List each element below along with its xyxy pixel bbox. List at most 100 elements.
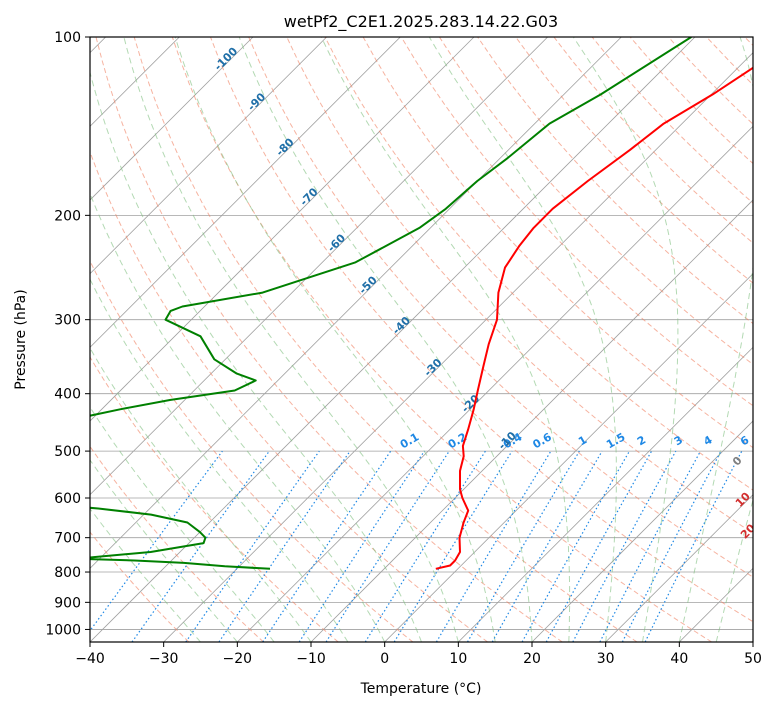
mixing-ratio-line xyxy=(298,450,425,642)
moist-adiabat xyxy=(572,37,679,642)
moist-adiabat xyxy=(90,192,386,642)
dry-adiabat xyxy=(553,37,753,244)
dry-adiabat xyxy=(210,37,753,623)
x-tick-label: −10 xyxy=(296,651,326,667)
isotherm-label: -70 xyxy=(297,185,320,208)
moist-adiabat xyxy=(715,497,753,642)
mixing-ratio-line xyxy=(466,450,580,642)
moist-adiabat xyxy=(174,37,496,642)
dry-adiabat xyxy=(400,37,753,407)
y-tick-label: 100 xyxy=(54,30,81,46)
mixing-ratio-label: 8 xyxy=(768,433,775,448)
mixing-ratio-line xyxy=(545,450,653,642)
dry-adiabat xyxy=(706,37,753,86)
mixing-ratio-label: 2 xyxy=(635,433,648,448)
mixing-ratio-line xyxy=(218,450,351,642)
isotherm-line xyxy=(90,37,327,275)
plot-area: 0.10.20.40.611.52346810131620253036-100-… xyxy=(90,37,775,642)
y-tick-label: 500 xyxy=(54,444,81,460)
isotherm-line xyxy=(605,494,753,642)
mixing-ratio-label: 0.6 xyxy=(530,430,554,451)
dry-adiabat xyxy=(515,37,753,284)
mixing-ratio-label: 1.5 xyxy=(604,430,627,451)
moist-adiabat xyxy=(90,347,312,642)
isotherm-label: -60 xyxy=(325,231,348,254)
isotherm-line xyxy=(384,273,753,642)
y-tick-label: 400 xyxy=(54,387,81,403)
x-axis: −40 −30 −20 −10 0 10 20 30 40 50 xyxy=(75,642,762,667)
x-tick-label: 40 xyxy=(670,651,688,667)
mixing-ratio-label: 0.2 xyxy=(446,430,469,451)
mixing-ratio-line xyxy=(90,450,223,632)
moist-adiabat xyxy=(428,37,617,642)
dry-adiabat xyxy=(90,445,264,642)
isotherm-line xyxy=(90,37,254,201)
x-tick-label: −20 xyxy=(223,651,253,667)
y-axis: 100 200 300 400 500 600 700 800 900 1000 xyxy=(45,30,90,638)
x-axis-label: Temperature (°C) xyxy=(360,681,482,697)
y-tick-label: 1000 xyxy=(45,622,81,638)
mixing-ratio-line xyxy=(621,450,722,642)
moist-adiabat xyxy=(90,70,422,642)
isotherm-line xyxy=(237,125,753,642)
mixing-ratio-line xyxy=(262,450,392,642)
chart-title: wetPf2_C2E1.2025.283.14.22.G03 xyxy=(284,12,558,32)
dry-adiabat xyxy=(95,37,563,642)
dry-adiabat xyxy=(248,37,753,578)
moist-adiabat xyxy=(90,459,238,642)
y-tick-label: 300 xyxy=(54,313,81,329)
x-tick-label: 30 xyxy=(597,651,615,667)
moist-adiabat-label: 20 xyxy=(738,521,758,541)
isotherm-label: -30 xyxy=(421,356,444,379)
moist-adiabat xyxy=(90,507,201,642)
y-tick-label: 200 xyxy=(54,208,81,224)
isotherm-line xyxy=(752,641,753,642)
x-tick-label: −40 xyxy=(75,651,105,667)
mixing-ratio-line xyxy=(325,450,450,642)
x-tick-label: 0 xyxy=(380,651,389,667)
dry-adiabat xyxy=(133,37,638,642)
isotherm-line xyxy=(90,37,401,348)
dry-adiabat xyxy=(591,37,753,204)
mixing-ratio-line xyxy=(644,450,743,642)
y-axis-label: Pressure (hPa) xyxy=(13,289,29,389)
isotherm-label: -80 xyxy=(273,135,296,158)
mixing-ratio-line xyxy=(185,450,320,642)
dry-adiabat xyxy=(90,150,488,642)
isotherm-label: -20 xyxy=(459,392,482,415)
y-tick-label: 900 xyxy=(54,595,81,611)
temperature-profile xyxy=(435,66,753,570)
x-tick-label: −30 xyxy=(149,651,179,667)
y-tick-label: 800 xyxy=(54,565,81,581)
dry-adiabat xyxy=(90,259,414,642)
isotherm-line xyxy=(90,37,548,496)
mixing-ratio-line xyxy=(599,450,702,642)
mixing-ratio-label: 1 xyxy=(576,433,589,448)
dewpoint-profile xyxy=(90,37,692,570)
y-tick-label: 700 xyxy=(54,531,81,547)
x-tick-label: 50 xyxy=(744,651,762,667)
dry-adiabat xyxy=(90,531,190,642)
isotherm-line xyxy=(458,346,753,642)
plot-frame xyxy=(89,36,754,643)
isotherm-line xyxy=(90,37,475,422)
mixing-ratio-label: 4 xyxy=(701,433,714,448)
x-tick-label: 20 xyxy=(523,651,541,667)
dry-adiabat xyxy=(171,37,712,642)
x-tick-label: 10 xyxy=(449,651,467,667)
isotherm-line xyxy=(531,420,753,642)
isotherm-line xyxy=(163,52,753,642)
moist-adiabat xyxy=(678,37,753,642)
isotherm-label: -90 xyxy=(245,90,268,113)
moist-adiabat xyxy=(123,37,459,642)
isotherm-label: -100 xyxy=(212,44,241,73)
moist-adiabat-label: 0 xyxy=(730,454,745,469)
dry-adiabat xyxy=(438,37,753,366)
dry-adiabat xyxy=(668,37,753,125)
moist-adiabat xyxy=(90,278,349,642)
dry-adiabat xyxy=(744,37,753,47)
moist-adiabat-label: 10 xyxy=(733,490,753,510)
mixing-ratio-line xyxy=(521,450,631,642)
mixing-ratio-line xyxy=(435,450,552,642)
